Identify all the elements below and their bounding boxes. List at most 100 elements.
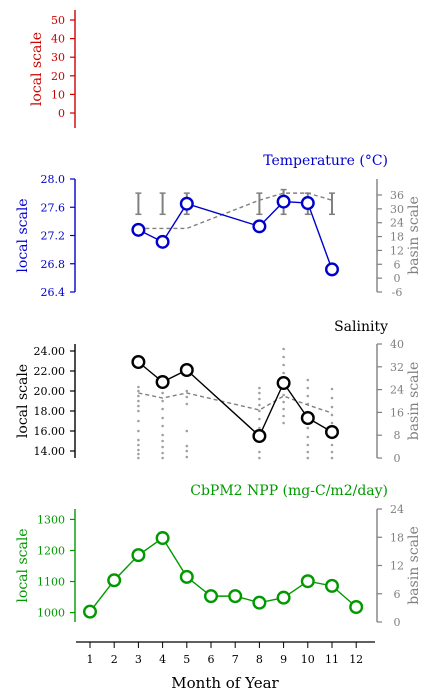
scatter-point bbox=[161, 399, 164, 403]
left-axis-label: local scale bbox=[29, 32, 45, 106]
scatter-point bbox=[185, 455, 189, 459]
left-tick-label: 27.6 bbox=[41, 201, 66, 214]
local-point bbox=[155, 375, 170, 390]
scatter-point bbox=[282, 393, 285, 397]
local-point bbox=[179, 363, 194, 378]
scatter-point bbox=[330, 456, 334, 460]
local-line bbox=[89, 537, 357, 613]
scatter-point bbox=[137, 419, 140, 423]
local-point bbox=[82, 604, 97, 619]
right-tick-label: 24 bbox=[390, 503, 404, 516]
scatter-point bbox=[137, 399, 140, 403]
x-tick-label: 3 bbox=[135, 653, 142, 666]
x-axis: 1 2 3 4 5 6 7 8 9 10 11 12 Month of Year bbox=[76, 641, 375, 692]
right-tick-label: 24 bbox=[390, 217, 404, 230]
local-point bbox=[203, 589, 218, 604]
scatter-point bbox=[330, 421, 334, 425]
right-tick-label: 12 bbox=[390, 244, 404, 257]
scatter-point bbox=[161, 439, 164, 443]
local-point bbox=[252, 429, 267, 444]
x-tick-label: 2 bbox=[111, 653, 118, 666]
right-tick-label: 18 bbox=[390, 231, 404, 244]
local-point bbox=[349, 599, 364, 614]
x-tick-label: 4 bbox=[159, 653, 166, 666]
scatter-point bbox=[306, 456, 310, 460]
right-tick-label: -6 bbox=[392, 286, 403, 299]
scatter-point bbox=[306, 450, 310, 454]
scatter-point bbox=[258, 403, 261, 407]
right-tick-label: 36 bbox=[390, 189, 404, 202]
scatter-point bbox=[330, 413, 334, 417]
right-axis-label: basin scale bbox=[406, 362, 422, 441]
right-tick-label: 30 bbox=[390, 203, 404, 216]
local-point bbox=[131, 355, 146, 370]
scatter-point bbox=[137, 409, 140, 413]
right-tick-label: 0 bbox=[394, 452, 401, 465]
local-point bbox=[325, 425, 340, 440]
scatter-point bbox=[330, 450, 334, 454]
scatter-point bbox=[161, 424, 164, 428]
scatter-point bbox=[185, 444, 189, 448]
scatter-point bbox=[330, 443, 334, 447]
right-tick-label: 8 bbox=[394, 429, 401, 442]
right-tick-label: 6 bbox=[394, 588, 401, 601]
scatter-point bbox=[258, 456, 261, 460]
scatter-point bbox=[161, 407, 164, 411]
left-tick-label: 24.00 bbox=[34, 345, 66, 358]
scatter-point bbox=[258, 391, 261, 395]
left-tick-label: 27.2 bbox=[41, 230, 66, 243]
scatter-point bbox=[282, 414, 285, 418]
local-point bbox=[179, 196, 194, 211]
scatter-point bbox=[282, 371, 285, 375]
local-point bbox=[276, 194, 291, 209]
local-point bbox=[131, 548, 146, 563]
left-tick-label: 1100 bbox=[37, 576, 65, 589]
local-point bbox=[300, 574, 315, 589]
scatter-point bbox=[137, 394, 140, 398]
scatter-point bbox=[306, 443, 310, 447]
left-tick-label: 50 bbox=[51, 14, 65, 27]
right-tick-label: 40 bbox=[390, 338, 404, 351]
left-tick-label: 1300 bbox=[37, 513, 65, 526]
scatter-point bbox=[137, 429, 140, 433]
scatter-point bbox=[282, 421, 285, 425]
scatter-point bbox=[161, 445, 164, 449]
scatter-point bbox=[306, 378, 310, 382]
local-point bbox=[107, 573, 122, 588]
chart-panels: 50 40 30 20 10 0 local scale 28.0 27.6 27.2 26.8 26… bbox=[15, 10, 422, 629]
x-tick-label: 7 bbox=[232, 653, 239, 666]
left-tick-label: 26.4 bbox=[41, 286, 66, 299]
left-axis-label: local scale bbox=[15, 364, 31, 438]
scatter-point bbox=[137, 456, 140, 460]
scatter-point bbox=[137, 438, 140, 442]
left-tick-label: 22.00 bbox=[34, 365, 66, 378]
local-point bbox=[155, 234, 170, 249]
scatter-point bbox=[161, 456, 164, 460]
left-tick-label: 20.00 bbox=[34, 385, 66, 398]
local-line bbox=[137, 361, 333, 438]
left-tick-label: 10 bbox=[51, 88, 65, 101]
panel-1: 50 40 30 20 10 0 local scale bbox=[29, 10, 76, 128]
local-point bbox=[276, 590, 291, 605]
left-axis-label: local scale bbox=[15, 198, 31, 272]
x-tick-label: 5 bbox=[183, 653, 190, 666]
right-tick-label: 6 bbox=[394, 258, 401, 271]
left-tick-label: 16.00 bbox=[34, 425, 66, 438]
panel-title: CbPM2 NPP (mg-C/m2/day) bbox=[190, 483, 388, 499]
right-tick-label: 0 bbox=[394, 272, 401, 285]
panel-title: Salinity bbox=[334, 319, 388, 335]
x-tick-label: 1 bbox=[87, 653, 94, 666]
scatter-point bbox=[137, 385, 140, 389]
x-tick-label: 8 bbox=[256, 653, 263, 666]
right-tick-label: 16 bbox=[390, 406, 404, 419]
scatter-point bbox=[258, 426, 261, 430]
x-tick-label: 11 bbox=[325, 653, 339, 666]
right-tick-label: 24 bbox=[390, 384, 404, 397]
right-tick-label: 0 bbox=[394, 616, 401, 629]
left-tick-label: 26.8 bbox=[41, 258, 66, 271]
panel-4: 1300 1200 1100 1000 local scale CbPM2 NPP (mg… bbox=[15, 483, 422, 629]
x-tick-label: 12 bbox=[349, 653, 363, 666]
x-axis-label: Month of Year bbox=[171, 674, 279, 692]
scatter-point bbox=[161, 451, 164, 455]
